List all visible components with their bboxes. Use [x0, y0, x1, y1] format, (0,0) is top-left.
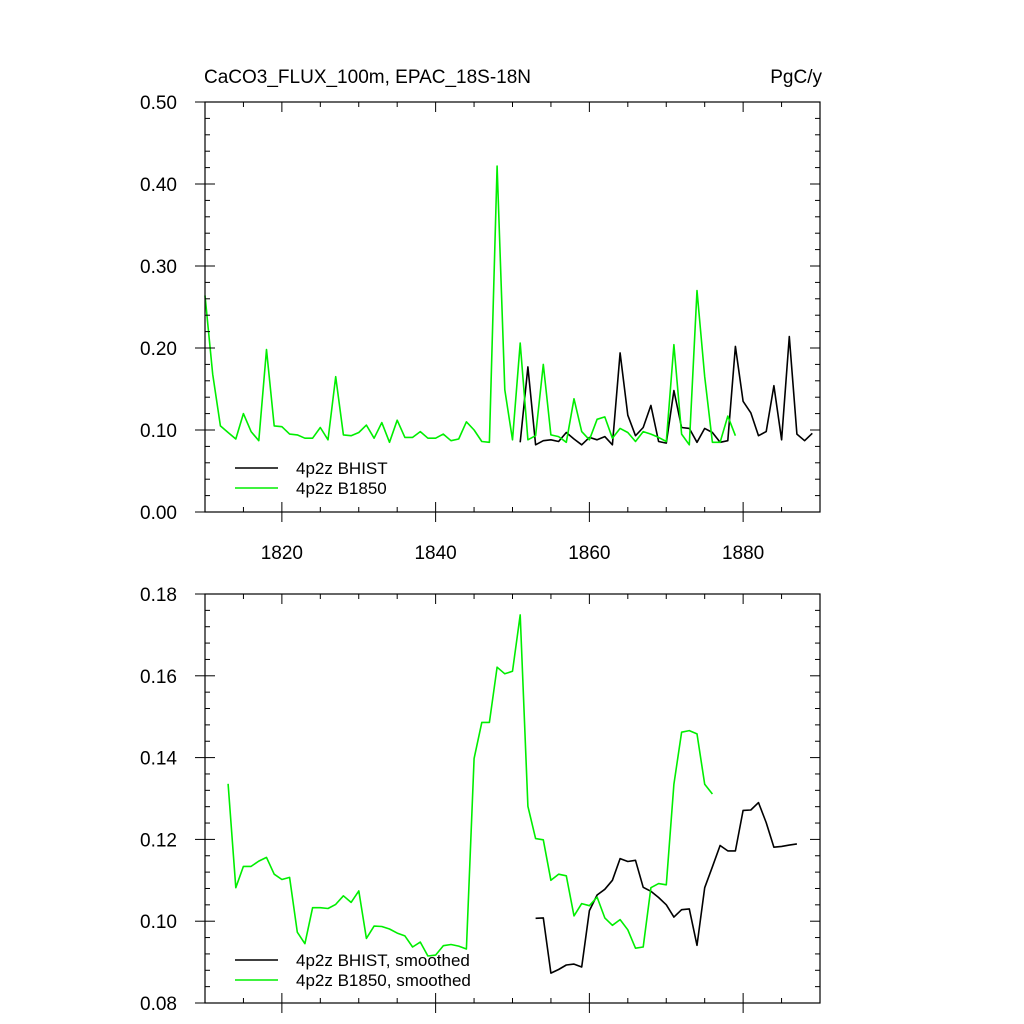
top-y-tick-label: 0.30 [140, 257, 177, 278]
top-series-line-bhist [519, 335, 813, 446]
top-y-tick-label: 0.50 [140, 93, 177, 114]
bottom-legend-label: 4p2z B1850, smoothed [296, 971, 471, 990]
top-x-tick-label: 1880 [722, 543, 764, 564]
top-y-tick-label: 0.00 [140, 503, 177, 524]
top-x-tick-label: 1860 [568, 543, 610, 564]
bottom-y-tick-label: 0.12 [140, 830, 177, 851]
bottom-y-tick-label: 0.10 [140, 912, 177, 933]
top-panel-plot: 0.00 0.10 0.20 0.30 0.40 0.50 1820 1840 1860 1880… [140, 93, 821, 564]
top-x-tick-label: 1840 [414, 543, 456, 564]
chart-units: PgC/y [770, 67, 822, 88]
top-x-tick-label: 1820 [261, 543, 303, 564]
top-legend-label: 4p2z B1850 [296, 479, 387, 498]
top-y-tick-label: 0.40 [140, 175, 177, 196]
bottom-y-tick-label: 0.18 [140, 585, 177, 606]
top-y-tick-label: 0.10 [140, 421, 177, 442]
top-legend-label: 4p2z BHIST [296, 459, 388, 478]
top-y-tick-label: 0.20 [140, 339, 177, 360]
chart-title: CaCO3_FLUX_100m, EPAC_18S-18N [204, 67, 531, 88]
bottom-series-line-bhist [535, 801, 798, 974]
bottom-panel-plot: 0.08 0.10 0.12 0.14 0.16 0.18 4p2z BHIST, smoo… [140, 585, 821, 1015]
bottom-series-line-b1850 [227, 614, 714, 957]
bottom-y-tick-label: 0.14 [140, 749, 177, 770]
bottom-legend-label: 4p2z BHIST, smoothed [296, 951, 470, 970]
bottom-y-tick-label: 0.08 [140, 994, 177, 1015]
bottom-y-tick-label: 0.16 [140, 667, 177, 688]
top-series-line-b1850 [204, 165, 737, 446]
